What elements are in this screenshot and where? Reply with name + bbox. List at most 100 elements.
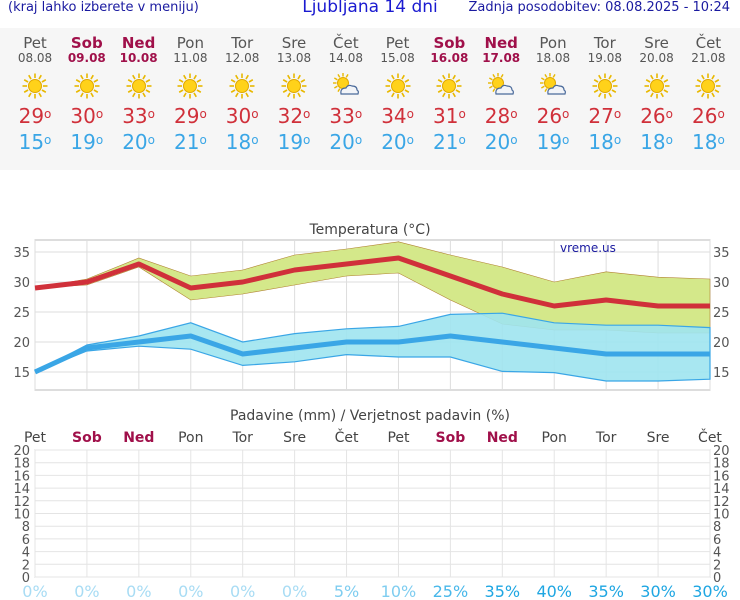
max-temperature: 33o: [329, 104, 363, 128]
temperature-chart-title: Temperatura (°C): [308, 222, 430, 238]
forecast-day: Čet 21.08 26o 18o: [682, 28, 734, 155]
max-temperature: 29o: [18, 104, 52, 128]
max-temperature: 33o: [122, 104, 155, 128]
day-date: 15.08: [380, 51, 415, 65]
sun-icon: [643, 72, 671, 100]
precip-day-label: Sre: [283, 430, 306, 446]
forecast-day: Pet 15.08 34o 20o: [372, 28, 424, 155]
precip-ytick-label-right: 4: [713, 546, 721, 561]
temp-ytick-label-right: 30: [713, 276, 730, 291]
forecast-day: Tor 12.08 30o 18o: [216, 28, 268, 155]
precip-probability-label: 0%: [282, 582, 307, 600]
precip-ytick-label-left: 6: [22, 533, 30, 548]
min-temperature: 19o: [70, 130, 104, 154]
min-temperature: 18o: [640, 130, 673, 154]
precip-ytick-label-right: 8: [713, 520, 721, 535]
precip-probability-label: 0%: [74, 582, 99, 600]
precip-probability-label: 40%: [536, 582, 572, 600]
precip-probability-label: 5%: [334, 582, 359, 600]
min-temperature: 18o: [691, 130, 725, 154]
temp-ytick-label-left: 25: [13, 306, 30, 321]
precipitation-chart-title: Padavine (mm) / Verjetnost padavin (%): [230, 408, 510, 424]
min-temperature: 21o: [432, 130, 466, 154]
precip-day-label: Pon: [178, 430, 203, 446]
precip-ytick-label-left: 2: [22, 558, 30, 573]
day-name: Ned: [484, 34, 518, 52]
precip-ytick-label-right: 10: [713, 508, 730, 523]
precip-ytick-label-right: 14: [713, 482, 730, 497]
sun-icon: [125, 72, 153, 100]
precip-ytick-label-right: 2: [713, 558, 721, 573]
forecast-day: Čet 14.08 33o 20o: [320, 28, 372, 155]
min-temperature: 19o: [536, 130, 570, 154]
day-date: 12.08: [225, 51, 260, 65]
precip-ytick-label-right: 20: [713, 444, 730, 459]
precip-probability-label: 10%: [381, 582, 417, 600]
min-temperature: 20o: [381, 130, 414, 154]
max-temperature-line: [34, 255, 710, 309]
precip-ytick-label-right: 0: [713, 571, 721, 586]
day-date: 18.08: [535, 51, 571, 65]
max-temperature: 29o: [173, 104, 207, 128]
forecast-day: Pon 18.08 26o 19o: [527, 28, 579, 155]
partly-cloudy-icon: [332, 72, 360, 100]
precip-day-label: Ned: [487, 430, 518, 446]
day-name: Sre: [281, 34, 307, 52]
precip-probability-label: 30%: [640, 582, 676, 600]
day-date: 21.08: [691, 51, 726, 65]
temp-ytick-label-right: 15: [713, 366, 730, 381]
precip-day-label: Čet: [335, 428, 359, 446]
precip-day-label: Pon: [542, 430, 567, 446]
forecast-day: Pet 08.08 29o 15o: [9, 28, 61, 155]
day-name: Ned: [121, 34, 156, 52]
day-date: 19.08: [587, 51, 622, 65]
day-name: Pet: [385, 34, 410, 52]
precip-day-label: Tor: [231, 430, 253, 446]
max-temperature: 30o: [225, 104, 259, 128]
precip-ytick-label-right: 18: [713, 457, 730, 472]
precip-day-label: Sre: [647, 430, 670, 446]
precip-day-label: Čet: [698, 428, 722, 446]
max-temperature: 26o: [691, 104, 725, 128]
precip-ytick-label-left: 8: [22, 520, 30, 535]
precip-ytick-label-right: 6: [713, 533, 721, 548]
day-date: 14.08: [328, 51, 363, 65]
max-temperature: 32o: [277, 104, 311, 128]
precip-day-label: Tor: [595, 430, 617, 446]
min-temperature: 18o: [588, 130, 622, 154]
day-date: 13.08: [276, 51, 312, 65]
min-temperature: 19o: [277, 130, 311, 154]
precip-ytick-label-right: 12: [713, 495, 730, 510]
max-temperature: 34o: [381, 104, 414, 128]
precip-day-label: Ned: [123, 430, 154, 446]
day-name: Sob: [70, 34, 103, 52]
precip-probability-label: 0%: [22, 582, 47, 600]
menu-hint: (kraj lahko izberete v meniju): [8, 0, 199, 15]
sun-icon: [280, 72, 308, 100]
temp-ytick-label-right: 35: [713, 246, 730, 261]
sun-icon: [228, 72, 256, 100]
precip-probability-label: 35%: [485, 582, 521, 600]
partly-cloudy-icon: [487, 72, 515, 100]
temp-ytick-label-right: 25: [713, 306, 730, 321]
max-temperature: 28o: [484, 104, 518, 128]
min-temperature: 20o: [122, 130, 155, 154]
day-name: Tor: [231, 34, 254, 52]
forecast-day: Ned 10.08 33o 20o: [113, 28, 165, 155]
sun-icon: [435, 72, 463, 100]
daily-forecast-strip: Pet 08.08 29o 15o Sob 09.08 30o 19o Ned 10.08 33o 2…: [0, 28, 740, 170]
temp-ytick-label-left: 35: [13, 246, 30, 261]
day-date: 16.08: [430, 51, 469, 65]
precip-ytick-label-left: 18: [13, 457, 30, 472]
day-date: 17.08: [482, 51, 521, 65]
max-temperature: 26o: [640, 104, 673, 128]
precip-probability-label: 0%: [178, 582, 203, 600]
precip-probability-label: 0%: [230, 582, 255, 600]
day-name: Čet: [695, 34, 722, 52]
precip-probability-label: 25%: [433, 582, 469, 600]
day-date: 08.08: [17, 51, 53, 65]
precip-ytick-label-left: 10: [13, 508, 30, 523]
precip-ytick-label-left: 4: [22, 546, 30, 561]
temp-ytick-label-left: 30: [13, 276, 30, 291]
